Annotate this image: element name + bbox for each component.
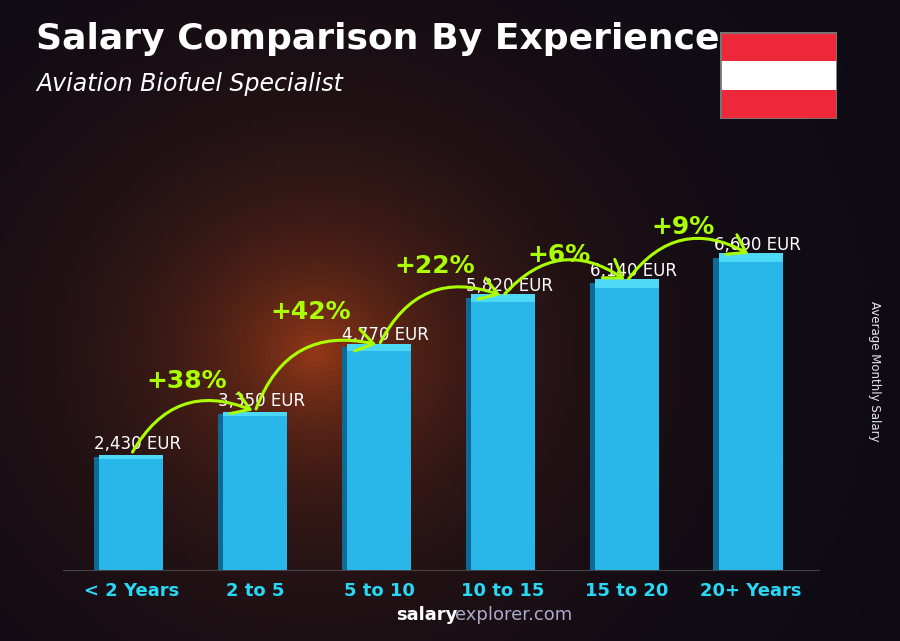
Bar bbox=[218, 414, 223, 570]
Text: +42%: +42% bbox=[271, 301, 351, 324]
Text: +22%: +22% bbox=[394, 254, 475, 278]
Bar bbox=[720, 32, 837, 61]
Bar bbox=[342, 347, 346, 570]
Text: salary: salary bbox=[396, 606, 457, 624]
Text: Average Monthly Salary: Average Monthly Salary bbox=[868, 301, 881, 442]
Bar bbox=[714, 258, 718, 570]
Bar bbox=[590, 283, 595, 570]
Text: 5,820 EUR: 5,820 EUR bbox=[465, 277, 553, 295]
Bar bbox=[99, 455, 164, 458]
Bar bbox=[720, 90, 837, 119]
Text: 3,350 EUR: 3,350 EUR bbox=[218, 392, 305, 410]
FancyArrowPatch shape bbox=[505, 260, 622, 294]
Bar bbox=[223, 412, 287, 416]
Text: 6,140 EUR: 6,140 EUR bbox=[590, 262, 677, 279]
Text: +38%: +38% bbox=[147, 369, 227, 393]
FancyArrowPatch shape bbox=[132, 393, 250, 452]
Bar bbox=[223, 414, 287, 570]
Text: explorer.com: explorer.com bbox=[455, 606, 572, 624]
Bar bbox=[346, 344, 411, 351]
FancyArrowPatch shape bbox=[256, 329, 374, 409]
Bar bbox=[720, 61, 837, 90]
Text: +6%: +6% bbox=[527, 244, 590, 267]
Bar bbox=[595, 279, 659, 288]
Bar bbox=[718, 253, 783, 262]
Bar bbox=[595, 283, 659, 570]
Text: +9%: +9% bbox=[651, 215, 715, 239]
FancyArrowPatch shape bbox=[381, 278, 498, 343]
Text: 6,690 EUR: 6,690 EUR bbox=[714, 236, 800, 254]
Bar bbox=[346, 347, 411, 570]
Bar bbox=[99, 457, 164, 570]
Bar bbox=[718, 258, 783, 570]
Bar bbox=[471, 294, 536, 303]
Text: 2,430 EUR: 2,430 EUR bbox=[94, 435, 181, 453]
Bar bbox=[465, 298, 471, 570]
FancyArrowPatch shape bbox=[628, 235, 746, 279]
Text: Salary Comparison By Experience: Salary Comparison By Experience bbox=[36, 22, 719, 56]
Text: Aviation Biofuel Specialist: Aviation Biofuel Specialist bbox=[36, 72, 343, 96]
Text: 4,770 EUR: 4,770 EUR bbox=[342, 326, 428, 344]
Bar bbox=[94, 457, 99, 570]
Bar bbox=[471, 298, 536, 570]
